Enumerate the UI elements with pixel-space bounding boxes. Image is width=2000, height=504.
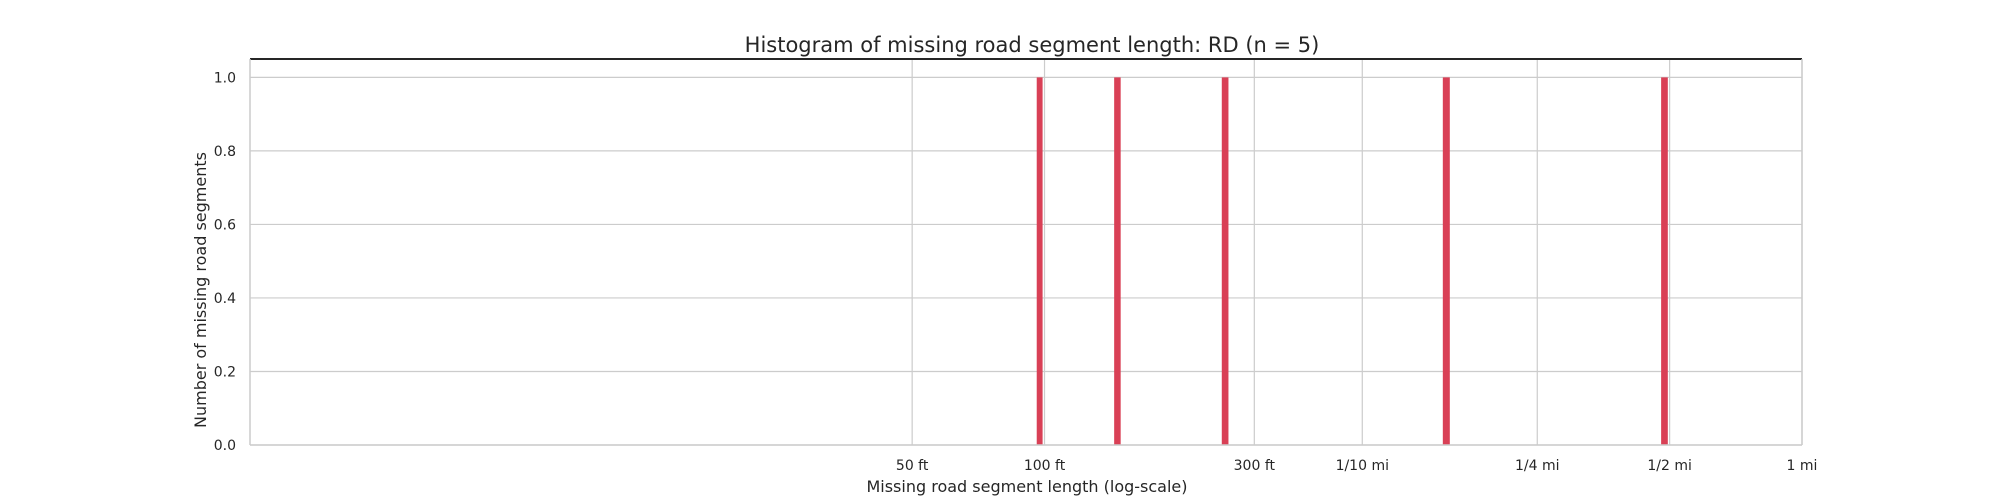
histogram-bar bbox=[1036, 77, 1043, 445]
y-tick-label: 0.6 bbox=[214, 217, 236, 233]
x-tick-label: 1/10 mi bbox=[1336, 458, 1389, 474]
x-tick-label: 100 ft bbox=[1024, 458, 1066, 474]
bar-layer bbox=[1036, 77, 1668, 445]
x-tick-label: 1/4 mi bbox=[1515, 458, 1560, 474]
histogram-bar bbox=[1114, 77, 1121, 445]
chart-title: Histogram of missing road segment length… bbox=[745, 33, 1320, 57]
x-tick-label: 1 mi bbox=[1787, 458, 1818, 474]
histogram-bar bbox=[1442, 77, 1450, 445]
y-tick-label: 0.4 bbox=[214, 291, 236, 307]
x-tick-label: 300 ft bbox=[1234, 458, 1276, 474]
y-axis-label: Number of missing road segments bbox=[191, 152, 210, 428]
histogram-bar bbox=[1661, 77, 1668, 445]
x-tick-label: 50 ft bbox=[896, 458, 929, 474]
y-tick-label: 0.0 bbox=[214, 438, 236, 454]
grid-layer bbox=[250, 59, 1803, 446]
tick-layer: 0.0 0.2 0.4 0.6 0.8 1.0 50 ft 100 ft 300 ft 1/10 … bbox=[214, 70, 1818, 474]
y-tick-label: 0.8 bbox=[214, 144, 236, 160]
x-axis-label: Missing road segment length (log-scale) bbox=[866, 477, 1187, 496]
y-tick-label: 0.2 bbox=[214, 364, 236, 380]
x-tick-label: 1/2 mi bbox=[1647, 458, 1692, 474]
y-tick-label: 1.0 bbox=[214, 70, 236, 86]
spine-layer bbox=[249, 58, 1803, 446]
histogram-bar bbox=[1221, 77, 1229, 445]
